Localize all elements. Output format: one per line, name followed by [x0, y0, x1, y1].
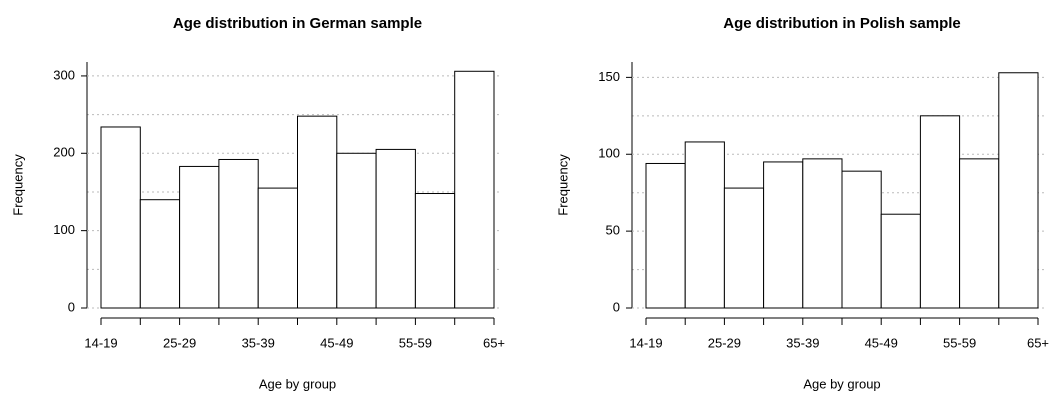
bar [763, 161, 804, 309]
y-tick-label: 200 [53, 145, 75, 160]
x-tick-label: 45-49 [865, 335, 898, 350]
chart-title: Age distribution in Polish sample [723, 15, 961, 32]
bar [684, 141, 725, 309]
y-tick-label: 150 [598, 69, 620, 84]
y-tick-label: 50 [606, 223, 620, 238]
y-tick-label: 100 [53, 222, 75, 237]
x-tick-label: 35-39 [786, 335, 819, 350]
x-tick-label: 14-19 [84, 335, 117, 350]
x-tick-label: 65+ [483, 335, 505, 350]
bar [100, 126, 141, 309]
y-tick-label: 100 [598, 146, 620, 161]
x-tick-label: 14-19 [629, 335, 662, 350]
bar [257, 187, 299, 309]
bar [919, 115, 961, 309]
y-axis-label: Frequency [555, 154, 570, 216]
bar [297, 115, 338, 309]
bar [336, 152, 377, 309]
x-tick-label: 25-29 [708, 335, 741, 350]
y-tick-label: 300 [53, 67, 75, 82]
bar [802, 158, 843, 309]
x-tick-label: 55-59 [399, 335, 432, 350]
bar [645, 162, 686, 309]
y-tick-label: 0 [68, 299, 75, 314]
bar [880, 213, 921, 309]
y-axis-label: Frequency [10, 154, 25, 216]
bar [723, 187, 765, 309]
bar [218, 158, 259, 309]
x-axis-label: Age by group [803, 376, 880, 391]
bar [454, 70, 495, 309]
x-tick-label: 25-29 [163, 335, 196, 350]
bar [179, 165, 220, 309]
x-tick-label: 65+ [1027, 335, 1049, 350]
x-tick-label: 45-49 [320, 335, 353, 350]
bar [959, 158, 1000, 309]
chart-title: Age distribution in German sample [173, 15, 422, 32]
bar [841, 170, 882, 309]
x-axis-label: Age by group [259, 376, 336, 391]
bar [998, 72, 1039, 309]
bar [375, 148, 416, 309]
y-tick-label: 0 [613, 299, 620, 314]
x-tick-label: 35-39 [242, 335, 275, 350]
bar [414, 193, 456, 309]
bar [139, 199, 181, 309]
x-tick-label: 55-59 [943, 335, 976, 350]
